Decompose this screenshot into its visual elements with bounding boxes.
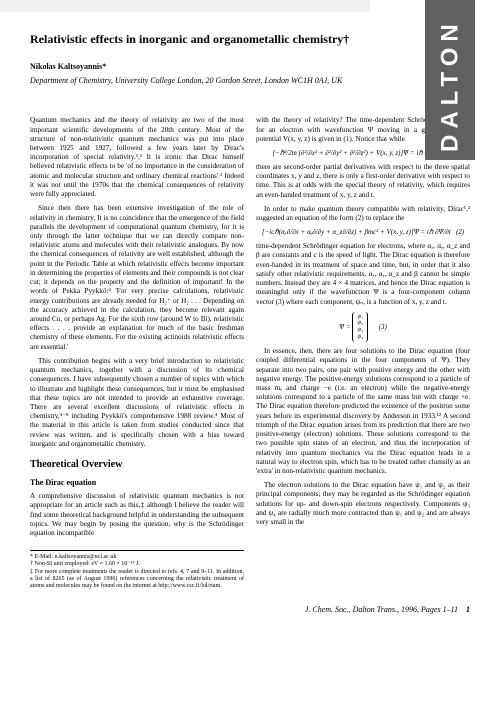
- journal-sidebar: DALTON: [425, 0, 475, 160]
- column-vector: ψ₁ ψ₂ ψ₃ ψ₄: [352, 312, 368, 342]
- para: A comprehensive discussion of relativist…: [30, 492, 244, 538]
- equation-3: Ψ = ψ₁ ψ₂ ψ₃ ψ₄ (3): [256, 312, 470, 342]
- para: Since then there has been extensive inve…: [30, 204, 244, 352]
- section-heading: Theoretical Overview: [30, 459, 244, 472]
- page-footer: J. Chem. Soc., Dalton Trans., 1996, Page…: [30, 605, 470, 615]
- eq-label: Ψ =: [339, 323, 350, 331]
- eq-body: [−icℏ(αₓ∂/∂x + αᵧ∂/∂y + α_z∂/∂z) + βmc² …: [262, 228, 451, 236]
- equation-2: [−icℏ(αₓ∂/∂x + αᵧ∂/∂y + α_z∂/∂z) + βmc² …: [256, 228, 470, 237]
- page-number: 1: [466, 605, 470, 614]
- para: time-dependent Schrödinger equation for …: [256, 242, 470, 307]
- eq-number: (3): [379, 323, 387, 331]
- top-bar-grey: [0, 0, 370, 12]
- subsection-heading: The Dirac equation: [30, 478, 244, 488]
- footnote: ‡ For more complete treatments the reade…: [30, 569, 244, 591]
- eq-number: (2): [456, 228, 464, 236]
- para: The electron solutions to the Dirac equa…: [256, 481, 470, 527]
- page-container: DALTON Relativistic effects in inorganic…: [0, 0, 500, 627]
- para: This contribution begins with a very bri…: [30, 357, 244, 449]
- journal-citation: J. Chem. Soc., Dalton Trans., 1996, Page…: [305, 605, 458, 614]
- footnotes: * E-Mail: n.kaltsoyannis@ucl.ac.uk † Non…: [30, 550, 244, 590]
- left-column: Quantum mechanics and the theory of rela…: [30, 116, 244, 590]
- para: Quantum mechanics and the theory of rela…: [30, 116, 244, 199]
- para: In order to make quantum theory compatib…: [256, 205, 470, 223]
- footnote: † Non-SI unit employed: eV ≈ 1.60 × 10⁻¹…: [30, 561, 244, 568]
- author-name: Nikolas Kaltsoyannis*: [30, 62, 470, 72]
- affiliation: Department of Chemistry, University Coll…: [30, 76, 470, 86]
- right-column: with the theory of relativity? The time-…: [256, 116, 470, 590]
- para: there are second-order partial derivativ…: [256, 163, 470, 200]
- vector-row: ψ₄: [357, 334, 363, 341]
- vector-row: ψ₁: [357, 314, 363, 321]
- eq-body: [−ℏ²/2m (∂²/∂x² + ∂²/∂y² + ∂²/∂z²) + V(x…: [272, 149, 440, 157]
- vector-row: ψ₃: [357, 327, 363, 334]
- footnote: * E-Mail: n.kaltsoyannis@ucl.ac.uk: [30, 554, 244, 561]
- article-title: Relativistic effects in inorganic and or…: [30, 32, 470, 48]
- vector-row: ψ₂: [357, 320, 363, 327]
- para: In essence, then, there are four solutio…: [256, 347, 470, 476]
- two-column-body: Quantum mechanics and the theory of rela…: [30, 116, 470, 590]
